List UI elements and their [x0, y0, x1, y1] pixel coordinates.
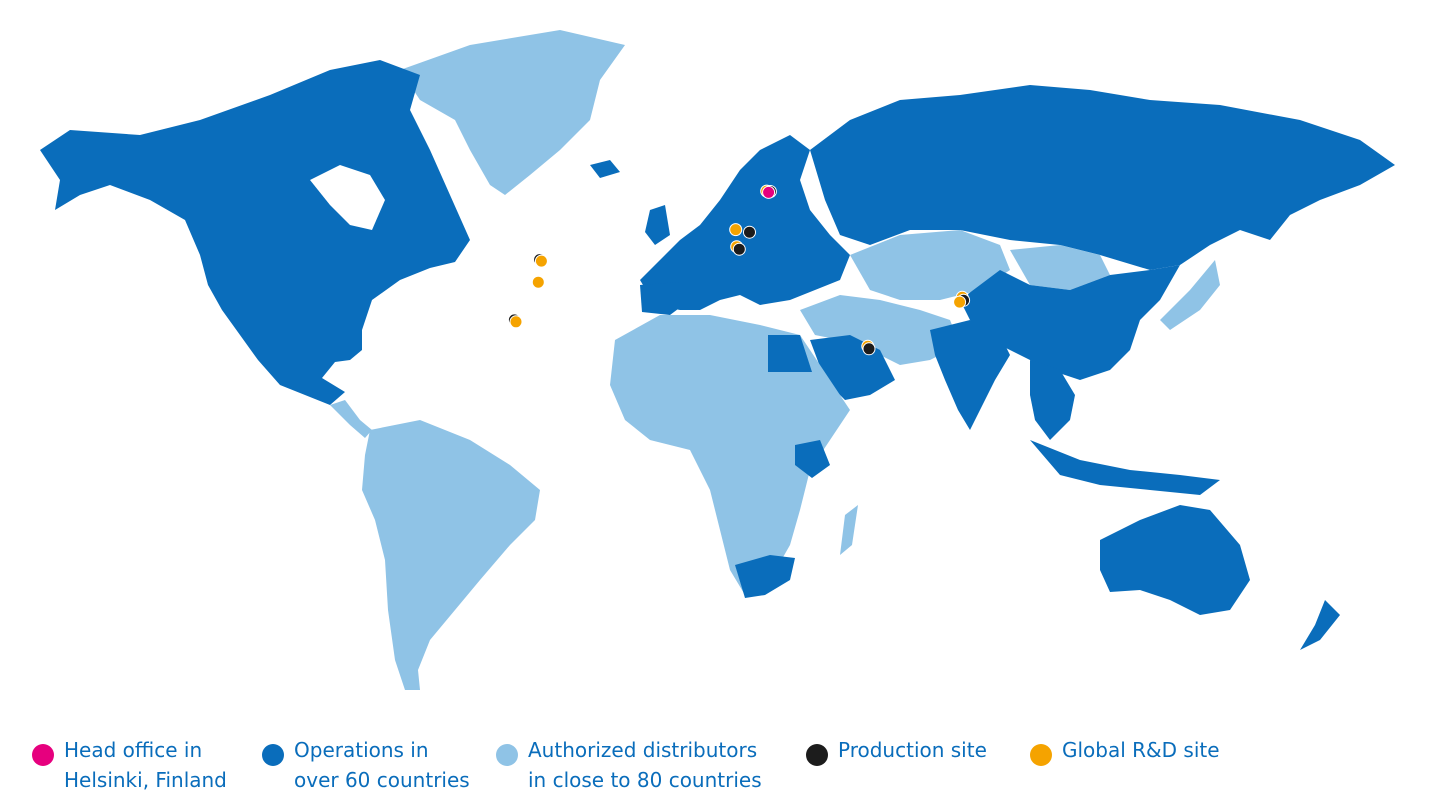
legend-head-office-line1: Head office in [64, 738, 203, 762]
region-kenya [795, 440, 830, 478]
head-office-dot-icon [32, 744, 54, 766]
production-marker [743, 225, 756, 239]
distributors-dot-icon [496, 744, 518, 766]
region-europe [640, 135, 850, 310]
region-china [960, 265, 1180, 380]
region-new-zealand [1300, 600, 1340, 650]
region-south-africa [735, 555, 795, 598]
operations-dot-icon [262, 744, 284, 766]
region-southeast-asia [1030, 360, 1075, 440]
region-iceland [590, 160, 620, 178]
legend-item-production: Production site [806, 735, 987, 766]
legend: Head office in Helsinki, Finland Operati… [0, 735, 1440, 805]
legend-item-head-office: Head office in Helsinki, Finland [32, 735, 227, 795]
region-madagascar [840, 505, 858, 555]
legend-operations-line1: Operations in [294, 738, 429, 762]
region-greenland [400, 30, 625, 195]
region-uk [645, 205, 670, 245]
rnd-marker [509, 315, 523, 329]
region-egypt [768, 335, 812, 372]
region-north-america [40, 60, 470, 405]
legend-head-office-line2: Helsinki, Finland [64, 768, 227, 792]
production-marker [732, 242, 746, 256]
head_office-marker [762, 185, 776, 199]
region-iberia [640, 282, 690, 315]
legend-item-distributors: Authorized distributors in close to 80 c… [496, 735, 762, 795]
region-australia [1100, 505, 1250, 615]
legend-item-operations: Operations in over 60 countries [262, 735, 470, 795]
region-central-asia [850, 230, 1010, 300]
legend-operations-line2: over 60 countries [294, 768, 470, 792]
region-africa [610, 315, 850, 595]
legend-distributors-line1: Authorized distributors [528, 738, 758, 762]
production-dot-icon [806, 744, 828, 766]
rnd-dot-icon [1030, 744, 1052, 766]
production-marker [862, 342, 876, 356]
region-india [930, 320, 1010, 430]
rnd-marker [531, 275, 545, 289]
region-indonesia [1030, 440, 1220, 495]
region-central-america [330, 400, 372, 438]
region-russia [810, 85, 1395, 270]
region-south-america [362, 420, 540, 690]
region-hudson-bay [310, 165, 385, 230]
legend-distributors-line2: in close to 80 countries [528, 768, 762, 792]
legend-item-rnd: Global R&D site [1030, 735, 1220, 766]
rnd-marker [534, 254, 548, 268]
legend-production-line1: Production site [838, 738, 987, 762]
region-japan [1160, 260, 1220, 330]
site-markers [507, 184, 971, 356]
world-map [40, 30, 1395, 690]
region-mongolia [1010, 245, 1110, 290]
rnd-marker [953, 295, 967, 309]
legend-rnd-line1: Global R&D site [1062, 738, 1220, 762]
rnd-marker [729, 223, 743, 237]
region-middle-east [800, 295, 960, 365]
